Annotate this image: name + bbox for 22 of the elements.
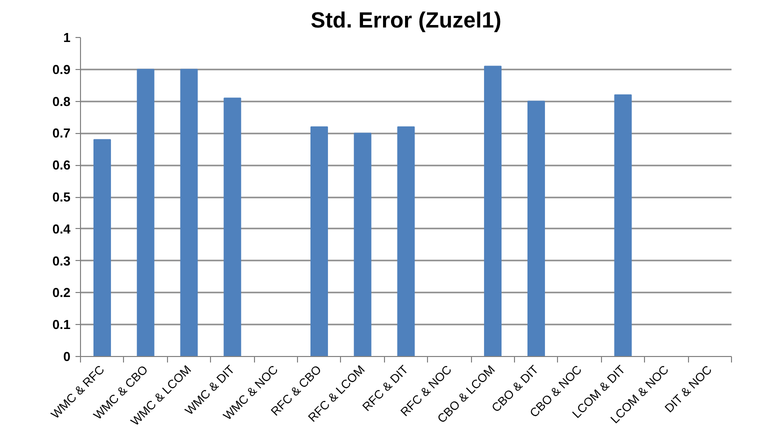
y-tick-label: 0.4	[52, 221, 72, 236]
y-tick-label: 1	[63, 30, 71, 45]
bar	[354, 132, 372, 356]
y-tick-label: 0.8	[52, 94, 71, 109]
y-tick-label: 0.5	[52, 190, 71, 204]
bar	[397, 126, 415, 356]
y-tick-label: 0.1	[52, 317, 71, 332]
bar	[484, 66, 502, 356]
bar	[180, 68, 198, 356]
bar	[527, 100, 545, 356]
y-tick-label: 0	[63, 349, 71, 364]
bar	[224, 98, 242, 356]
bar	[310, 126, 328, 356]
bar	[136, 68, 154, 356]
y-tick-label: 0.7	[52, 126, 71, 141]
y-tick-label: 0.2	[52, 285, 71, 300]
bar	[614, 94, 632, 356]
y-tick-label: 0.6	[52, 158, 71, 173]
chart-title: Std. Error (Zuzel1)	[310, 8, 502, 32]
y-tick-label: 0.9	[52, 62, 71, 77]
bar	[93, 139, 111, 356]
y-tick-label: 0.3	[52, 253, 71, 268]
